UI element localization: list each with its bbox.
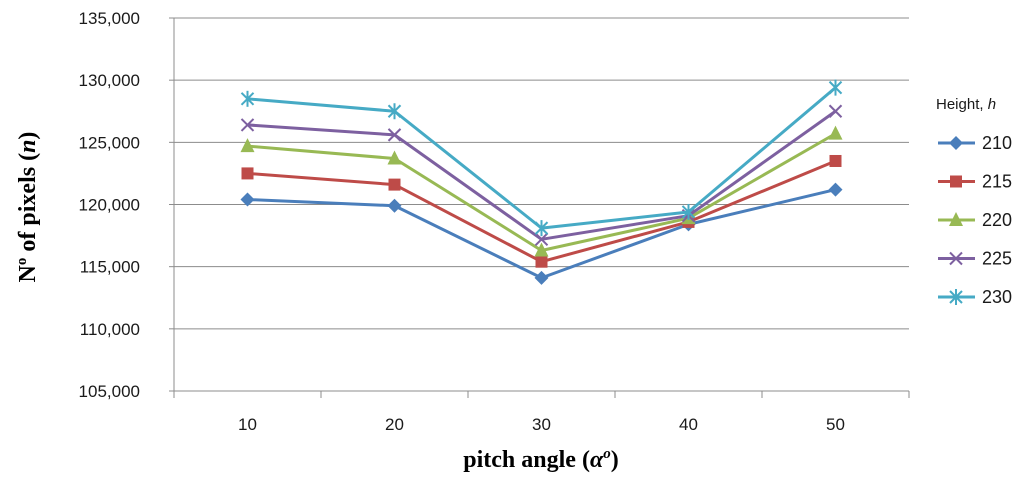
triangle-marker-shape [949, 212, 963, 226]
diamond-marker-shape [387, 198, 402, 213]
square-marker-shape [241, 167, 254, 180]
diamond-marker-shape [949, 136, 963, 150]
data-point-225 [240, 118, 255, 132]
x-marker-stroke [240, 118, 255, 132]
data-point-230 [681, 203, 696, 220]
legend-marker [949, 136, 963, 150]
triangle-marker-shape [828, 125, 843, 140]
data-point-220 [828, 125, 843, 140]
data-point-220 [387, 150, 402, 165]
data-point-210 [240, 192, 255, 207]
square-marker-shape [950, 175, 962, 188]
data-point-230 [828, 79, 843, 96]
triangle-marker-shape [240, 138, 255, 153]
diamond-marker-shape [828, 182, 843, 197]
legend-marker [949, 289, 963, 305]
y-tick-labels: 105,000 110,000 115,000 120,000 125,000 130,0… [79, 9, 140, 401]
triangle-marker-shape [534, 242, 549, 257]
series-line-230 [247, 86, 837, 230]
data-point-225 [387, 128, 402, 142]
data-point-210 [828, 182, 843, 197]
legend-marker [949, 251, 963, 266]
data-point-210 [534, 270, 549, 285]
legend-title: Height, h [936, 96, 996, 113]
legend-label: 225 [982, 249, 1012, 269]
y-tick-label: 105,000 [79, 382, 140, 401]
triangle-marker-shape [387, 150, 402, 165]
legend-label: 220 [982, 210, 1012, 230]
x-marker-stroke [949, 251, 963, 266]
y-tick-label: 110,000 [80, 320, 140, 339]
y-tick-label: 135,000 [79, 9, 140, 28]
legend-entry-215: 215 [938, 172, 1012, 192]
legend-entry-230: 230 [938, 287, 1012, 307]
legend-entry-220: 220 [938, 210, 1012, 230]
square-marker-shape [535, 255, 548, 268]
data-point-220 [240, 138, 255, 153]
data-point-215 [829, 154, 842, 167]
legend-entry-210: 210 [938, 133, 1012, 153]
x-marker-stroke [828, 104, 843, 118]
x-tick-label: 20 [385, 415, 404, 434]
x-marker-stroke [387, 128, 402, 142]
legend-entry-225: 225 [938, 249, 1012, 269]
legend-marker [950, 175, 962, 188]
y-tick-label: 115,000 [80, 258, 140, 277]
legend-label: 215 [982, 172, 1012, 192]
data-point-230 [240, 90, 255, 107]
gridlines [174, 17, 909, 330]
diamond-marker-shape [240, 192, 255, 207]
data-point-215 [535, 255, 548, 268]
x-marker-stroke [534, 232, 549, 247]
x-tick-label: 10 [238, 415, 257, 434]
x-axis-label: pitch angle (αo) [463, 446, 618, 473]
square-marker-shape [829, 154, 842, 167]
diamond-marker-shape [534, 270, 549, 285]
data-point-215 [241, 167, 254, 180]
y-tick-label: 120,000 [79, 196, 140, 215]
legend-label: 230 [982, 287, 1012, 307]
data-point-225 [828, 104, 843, 118]
x-tick-labels: 10 20 30 40 50 [238, 415, 845, 434]
data-point-210 [387, 198, 402, 213]
y-tick-label: 125,000 [79, 133, 140, 152]
series-group [240, 79, 843, 285]
legend-label: 210 [982, 133, 1012, 153]
data-point-225 [534, 232, 549, 247]
data-point-230 [387, 103, 402, 120]
y-axis-label: No of pixels (n) [14, 132, 41, 283]
legend: Height, h 210 215 220 225 230 [936, 96, 1012, 307]
square-marker-shape [388, 178, 401, 191]
x-tick-label: 30 [532, 415, 551, 434]
axes [169, 17, 910, 398]
series-line-225 [247, 110, 837, 241]
data-point-230 [534, 220, 549, 237]
legend-marker [949, 212, 963, 226]
x-tick-label: 40 [679, 415, 698, 434]
data-point-220 [534, 242, 549, 257]
y-tick-label: 130,000 [79, 71, 140, 90]
data-point-215 [388, 178, 401, 191]
x-tick-label: 50 [826, 415, 845, 434]
